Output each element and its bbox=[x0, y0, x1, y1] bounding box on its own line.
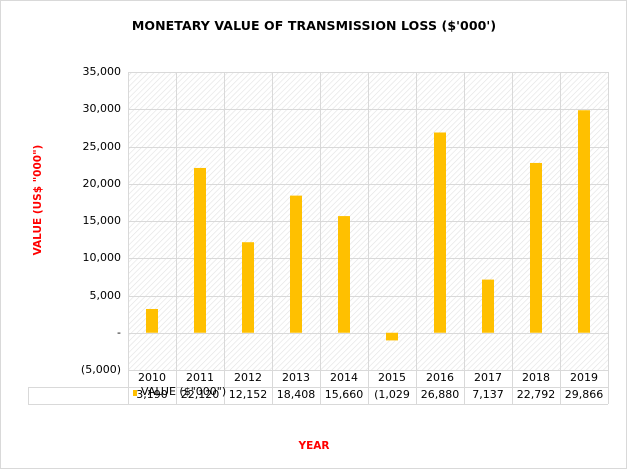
bar-2017 bbox=[482, 279, 494, 333]
y-tick-label: 20,000 bbox=[82, 176, 122, 190]
y-tick-label: 35,000 bbox=[82, 65, 122, 78]
bar-2013 bbox=[290, 195, 302, 333]
bar-2012 bbox=[242, 242, 254, 333]
x-tick-label: 2014 bbox=[330, 371, 358, 384]
x-tick-label: 2015 bbox=[378, 371, 406, 384]
x-tick-label: 2019 bbox=[570, 371, 598, 384]
data-table-value: 15,660 bbox=[324, 388, 364, 401]
x-tick-label: 2016 bbox=[426, 371, 454, 384]
y-tick-label: (5,000) bbox=[80, 363, 121, 376]
x-tick-label: 2017 bbox=[474, 371, 502, 384]
y-tick-label: 30,000 bbox=[82, 102, 122, 116]
y-tick-label: 15,000 bbox=[82, 214, 122, 227]
data-table-value: 18,408 bbox=[276, 388, 316, 401]
data-table-value: 12,152 bbox=[228, 388, 268, 401]
data-table-value: 26,880 bbox=[420, 388, 460, 401]
y-tick-label: - bbox=[117, 325, 121, 339]
y-tick-label: 25,000 bbox=[82, 139, 122, 153]
bar-2016 bbox=[434, 132, 446, 333]
bar-2010 bbox=[146, 308, 158, 333]
bar-2014 bbox=[338, 216, 350, 333]
y-tick-label: 5,000 bbox=[89, 288, 122, 302]
x-tick-label: 2018 bbox=[522, 371, 550, 384]
x-tick-label: 2010 bbox=[138, 371, 166, 384]
data-table-value: 3,190 bbox=[136, 388, 168, 401]
data-table-value: (1,029 bbox=[374, 388, 410, 401]
y-tick-label: 10,000 bbox=[82, 251, 122, 265]
bar-2011 bbox=[194, 167, 206, 333]
chart-title: MONETARY VALUE OF TRANSMISSION LOSS ($'0… bbox=[131, 18, 497, 33]
data-table-value: 22,792 bbox=[516, 388, 556, 401]
data-table-value: 29,866 bbox=[564, 388, 604, 401]
bar-2019 bbox=[578, 110, 590, 333]
x-tick-label: 2011 bbox=[186, 371, 214, 384]
bar-2015 bbox=[386, 332, 398, 341]
bar-2018 bbox=[530, 162, 542, 333]
x-axis-label: YEAR bbox=[298, 440, 330, 452]
x-tick-label: 2012 bbox=[234, 371, 262, 384]
x-tick-label: 2013 bbox=[282, 371, 310, 384]
data-table-value: 7,137 bbox=[472, 388, 504, 401]
legend-key bbox=[133, 390, 137, 396]
legend-series-name: VALUE ($"000") bbox=[141, 384, 227, 398]
data-table-value: 22,120 bbox=[180, 388, 220, 401]
